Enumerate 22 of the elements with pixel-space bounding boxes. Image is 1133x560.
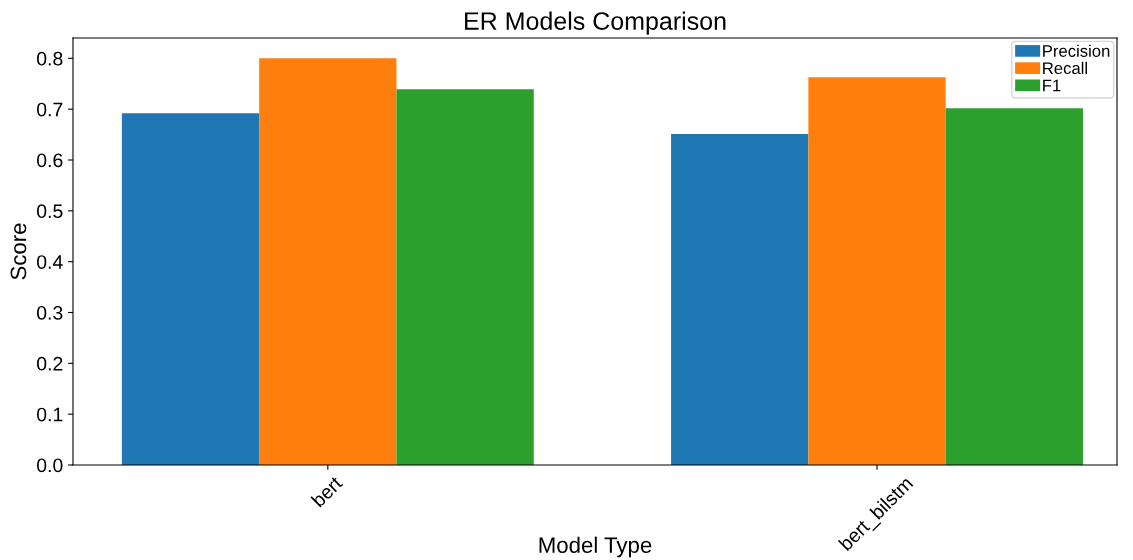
legend-label: F1: [1043, 79, 1061, 92]
y-axis-title: Score: [10, 223, 27, 280]
bar: [945, 108, 1083, 465]
y-tick-label: 0.6: [37, 153, 63, 168]
y-tick-label: 0.8: [37, 51, 63, 66]
y-tick-label: 0.0: [37, 458, 63, 473]
y-tick-label: 0.7: [37, 102, 63, 117]
y-tick-label: 0.4: [37, 255, 63, 269]
bar: [121, 113, 260, 465]
y-tick-label: 0.3: [37, 305, 63, 320]
bar: [671, 134, 809, 465]
y-tick-label: 0.1: [37, 407, 63, 422]
legend-label: Recall: [1043, 61, 1087, 75]
chart-title: ER Models Comparison: [465, 11, 726, 35]
bar: [808, 77, 946, 465]
legend-label: Precision: [1043, 44, 1110, 57]
y-tick-label: 0.2: [37, 356, 63, 371]
bar: [259, 58, 397, 465]
x-axis-title: Model Type: [539, 536, 652, 558]
x-tick-label: bert: [310, 474, 344, 508]
y-tick-label: 0.5: [37, 204, 63, 219]
bar: [396, 89, 534, 465]
